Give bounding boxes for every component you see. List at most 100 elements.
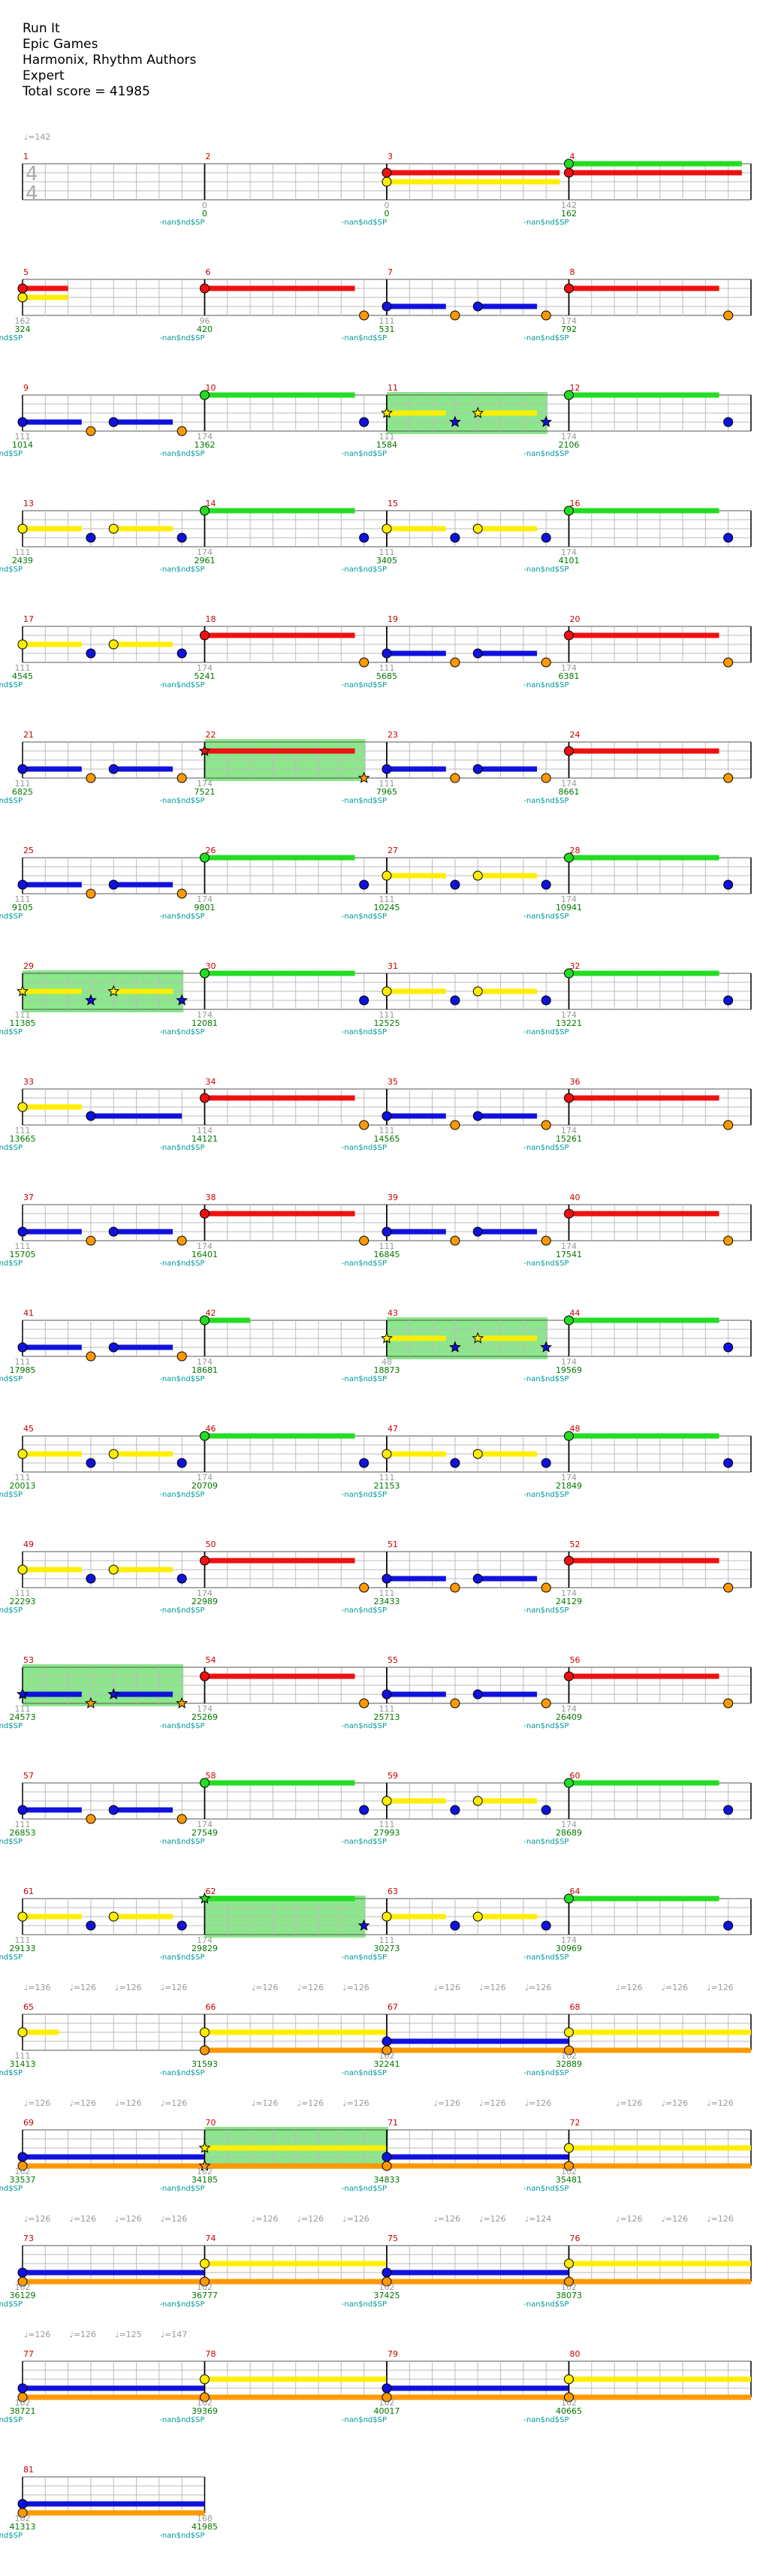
cumulative-score: 3405: [376, 556, 397, 566]
measure-points: 111: [379, 1126, 395, 1136]
measure-number: 33: [23, 1077, 34, 1087]
sp-marker: -nan$nd$SP: [159, 1722, 204, 1730]
tempo-marker: ♩=126: [24, 2330, 50, 2339]
note-gem-b: [723, 532, 734, 543]
cumulative-score: 5241: [195, 671, 216, 681]
note-gem-o: [450, 310, 460, 321]
note-gem-o: [723, 773, 734, 783]
sp-marker: -nan$nd$SP: [342, 2069, 387, 2077]
cumulative-score: 40665: [556, 2406, 582, 2416]
cumulative-score: 40017: [374, 2406, 400, 2416]
note-gem-g: [564, 968, 574, 979]
sp-marker: -nan$nd$SP: [523, 1838, 568, 1846]
measure-number: 39: [388, 1193, 398, 1202]
measure-points: 174: [561, 1241, 577, 1251]
note-gem-g: [200, 1315, 210, 1326]
note-gem-b: [17, 2152, 28, 2162]
star-note-o: [198, 2159, 211, 2171]
sp-marker: -nan$nd$SP: [0, 1144, 23, 1152]
cumulative-score: 22293: [10, 1597, 36, 1606]
note-gem-r: [564, 283, 574, 294]
note-gem-o: [564, 2161, 574, 2171]
note-gem-o: [723, 1698, 734, 1709]
note-gem-y: [17, 1564, 28, 1575]
measure-number: 70: [206, 2118, 216, 2128]
note-gem-o: [723, 1582, 734, 1593]
tempo-marker: ♩=126: [161, 1983, 187, 1992]
note-gem-y: [200, 2374, 210, 2384]
measure-number: 73: [23, 2234, 34, 2243]
sp-marker: -nan$nd$SP: [0, 450, 23, 458]
cumulative-score: 21849: [556, 1481, 582, 1491]
measure-points: 162: [15, 2398, 31, 2408]
sp-marker: -nan$nd$SP: [159, 681, 204, 689]
note-gem-b: [108, 1805, 119, 1815]
note-gem-b: [723, 1920, 734, 1931]
note-gem-r: [564, 1208, 574, 1219]
sp-marker: -nan$nd$SP: [342, 450, 387, 458]
measure-number: 26: [206, 846, 216, 855]
note-gem-o: [86, 773, 96, 783]
sp-marker: -nan$nd$SP: [342, 797, 387, 805]
sp-marker: -nan$nd$SP: [342, 1028, 387, 1036]
cumulative-score: 34833: [374, 2175, 400, 2185]
measure-points: 111: [379, 1241, 395, 1251]
tempo-marker: ♩=126: [616, 1983, 642, 1992]
tempo-marker: ♩=126: [342, 2098, 369, 2108]
measure-number: 42: [206, 1308, 216, 1318]
star-note-y: [472, 1332, 484, 1344]
measure-points: 162: [15, 2514, 31, 2523]
measure-number: 41: [23, 1308, 34, 1318]
measure-number: 14: [206, 499, 216, 508]
sp-marker: -nan$nd$SP: [523, 2416, 568, 2424]
sp-marker: -nan$nd$SP: [159, 2185, 204, 2193]
tempo-marker: ♩=126: [434, 2214, 460, 2224]
note-gem-g: [564, 852, 574, 863]
measure-number: 38: [206, 1193, 216, 1202]
note-gem-b: [381, 764, 392, 774]
note-gem-o: [541, 657, 551, 668]
measure-number: 65: [23, 2002, 34, 2012]
note-gem-y: [108, 1449, 119, 1459]
cumulative-score: 19569: [556, 1365, 582, 1375]
star-note-y: [381, 406, 393, 418]
tempo-marker: ♩=126: [252, 2214, 278, 2224]
cumulative-score: 6825: [12, 787, 33, 797]
tempo-marker: ♩=126: [252, 2098, 278, 2108]
note-gem-o: [450, 1698, 460, 1709]
sp-marker: -nan$nd$SP: [0, 1375, 23, 1383]
note-gem-b: [723, 879, 734, 890]
measure-number: 57: [23, 1771, 34, 1781]
measure-number: 5: [23, 267, 29, 277]
note-gem-b: [17, 2499, 28, 2509]
star-note-b: [449, 1341, 461, 1353]
measure-number: 74: [206, 2234, 216, 2243]
note-gem-b: [176, 1458, 187, 1468]
star-note-o: [85, 1697, 97, 1709]
measure-number: 77: [23, 2349, 34, 2359]
cumulative-score: 15261: [556, 1134, 582, 1144]
note-gem-g: [564, 1431, 574, 1441]
note-gem-b: [541, 1920, 551, 1931]
measure-points: 111: [379, 779, 395, 789]
sp-marker: -nan$nd$SP: [523, 1028, 568, 1036]
tempo-marker: ♩=126: [525, 1983, 551, 1992]
note-gem-b: [450, 1805, 460, 1815]
note-gem-b: [541, 879, 551, 890]
cumulative-score: 420: [197, 324, 213, 334]
note-gem-g: [200, 852, 210, 863]
note-gem-o: [176, 1235, 187, 1246]
note-gem-o: [450, 657, 460, 668]
measure-number: 61: [23, 1887, 34, 1896]
tempo-marker: ♩=126: [616, 2098, 642, 2108]
measure-number: 67: [388, 2002, 398, 2012]
measure-number: 17: [23, 614, 34, 624]
note-gem-o: [381, 2161, 392, 2171]
measure-number: 46: [206, 1424, 216, 1434]
measure-points: 174: [561, 1126, 577, 1136]
sp-marker: -nan$nd$SP: [342, 1722, 387, 1730]
cumulative-score: 21153: [374, 1481, 400, 1491]
note-gem-b: [86, 1573, 96, 1584]
measure-number: 37: [23, 1193, 34, 1202]
